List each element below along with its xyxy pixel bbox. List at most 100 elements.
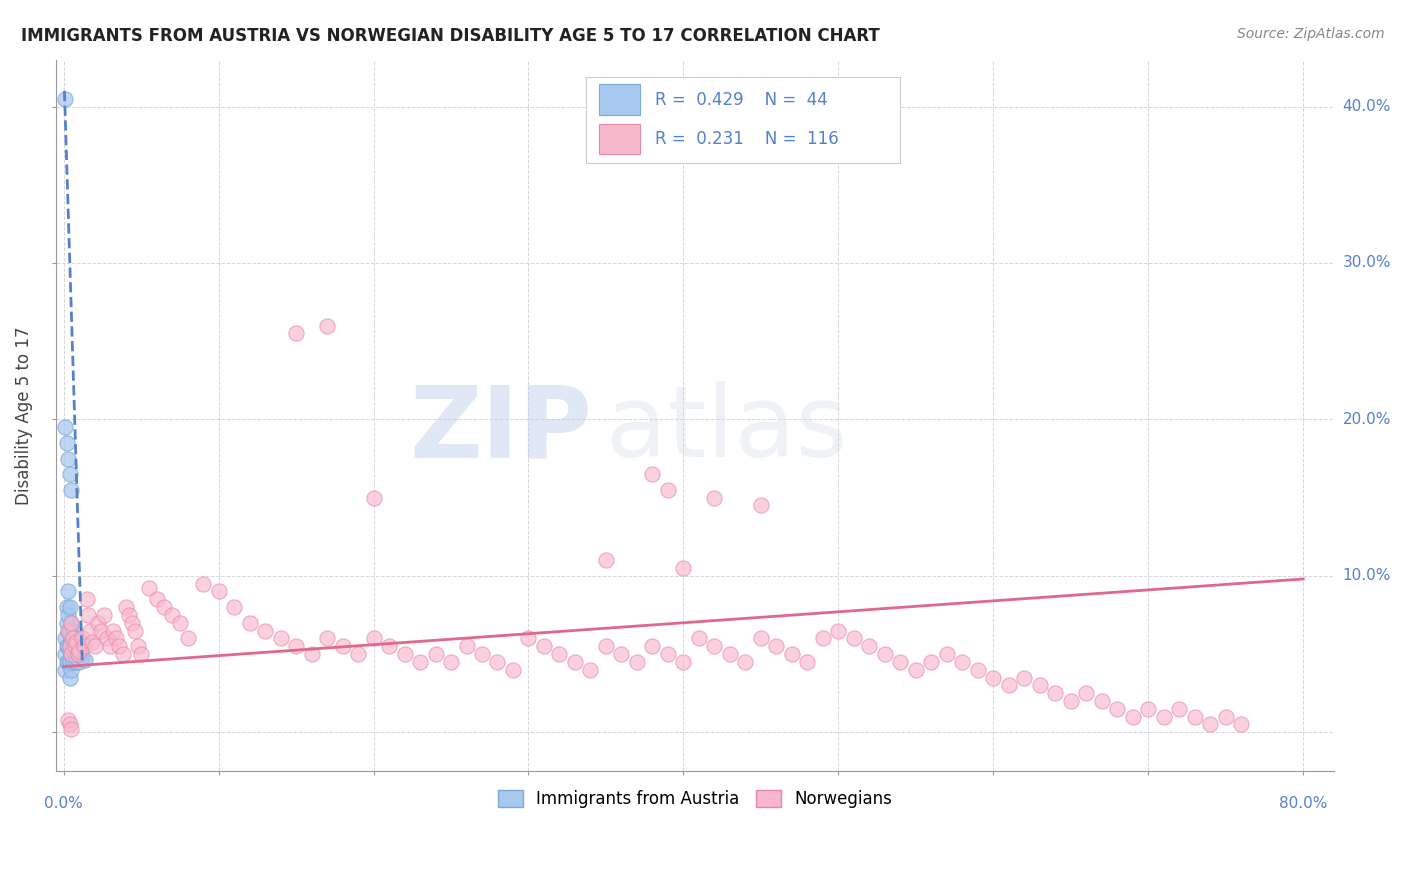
Point bbox=[65, 655, 87, 669]
Text: 10.0%: 10.0% bbox=[1343, 568, 1391, 583]
Point bbox=[59, 639, 82, 653]
Point bbox=[65, 639, 87, 653]
Point bbox=[58, 584, 80, 599]
Point bbox=[59, 671, 82, 685]
Point bbox=[62, 624, 84, 638]
Point bbox=[59, 600, 82, 615]
Point bbox=[285, 326, 308, 341]
Point bbox=[77, 607, 100, 622]
Point bbox=[60, 647, 83, 661]
Point bbox=[796, 655, 818, 669]
Point bbox=[1199, 717, 1222, 731]
Point bbox=[108, 639, 131, 653]
Point bbox=[425, 647, 447, 661]
Point bbox=[59, 467, 82, 482]
Point bbox=[53, 647, 76, 661]
Point bbox=[53, 92, 76, 106]
Point bbox=[657, 483, 679, 497]
Point bbox=[59, 655, 82, 669]
Point bbox=[517, 632, 540, 646]
Point bbox=[176, 632, 198, 646]
Point bbox=[62, 639, 84, 653]
Point bbox=[191, 576, 214, 591]
Text: 30.0%: 30.0% bbox=[1343, 255, 1391, 270]
Point bbox=[1215, 709, 1237, 723]
Point bbox=[58, 624, 80, 638]
Point bbox=[827, 624, 849, 638]
Point bbox=[72, 632, 94, 646]
Point bbox=[65, 634, 87, 648]
Point bbox=[60, 663, 83, 677]
Point bbox=[1168, 702, 1191, 716]
Text: atlas: atlas bbox=[606, 381, 848, 478]
Point bbox=[935, 647, 957, 661]
Point bbox=[73, 639, 96, 653]
Point bbox=[332, 639, 354, 653]
Point bbox=[55, 655, 77, 669]
Point bbox=[548, 647, 571, 661]
Y-axis label: Disability Age 5 to 17: Disability Age 5 to 17 bbox=[15, 326, 32, 505]
Point bbox=[997, 678, 1019, 692]
Text: ZIP: ZIP bbox=[411, 381, 593, 478]
Point bbox=[58, 607, 80, 622]
Point bbox=[207, 584, 229, 599]
Point bbox=[626, 655, 648, 669]
Point bbox=[409, 655, 432, 669]
Point bbox=[124, 624, 146, 638]
Point bbox=[67, 644, 90, 658]
Point bbox=[579, 663, 602, 677]
Point bbox=[285, 639, 308, 653]
Point bbox=[1184, 709, 1206, 723]
Point bbox=[55, 615, 77, 630]
Point bbox=[98, 639, 121, 653]
Point bbox=[58, 451, 80, 466]
Point bbox=[270, 632, 292, 646]
Point bbox=[121, 615, 143, 630]
Point bbox=[811, 632, 834, 646]
Point bbox=[1122, 709, 1144, 723]
Point bbox=[63, 647, 86, 661]
Point bbox=[610, 647, 633, 661]
Point bbox=[394, 647, 416, 661]
Point bbox=[316, 318, 339, 333]
Point bbox=[169, 615, 191, 630]
Text: 80.0%: 80.0% bbox=[1279, 797, 1327, 812]
Text: IMMIGRANTS FROM AUSTRIA VS NORWEGIAN DISABILITY AGE 5 TO 17 CORRELATION CHART: IMMIGRANTS FROM AUSTRIA VS NORWEGIAN DIS… bbox=[21, 27, 880, 45]
Point bbox=[79, 624, 101, 638]
Point bbox=[62, 632, 84, 646]
Point bbox=[59, 639, 82, 653]
Point bbox=[118, 607, 141, 622]
Point bbox=[347, 647, 370, 661]
Point bbox=[60, 483, 83, 497]
Point bbox=[53, 663, 76, 677]
Text: Source: ZipAtlas.com: Source: ZipAtlas.com bbox=[1237, 27, 1385, 41]
Point bbox=[378, 639, 401, 653]
Point bbox=[301, 647, 323, 661]
Point bbox=[749, 632, 772, 646]
Point bbox=[1091, 694, 1114, 708]
Point bbox=[703, 639, 725, 653]
Point bbox=[440, 655, 463, 669]
Point bbox=[688, 632, 710, 646]
Text: 40.0%: 40.0% bbox=[1343, 99, 1391, 114]
Point bbox=[950, 655, 973, 669]
Point bbox=[53, 420, 76, 434]
Point bbox=[75, 653, 97, 667]
Point bbox=[114, 600, 136, 615]
Point bbox=[96, 632, 118, 646]
Point bbox=[316, 632, 339, 646]
Point bbox=[87, 615, 110, 630]
Point bbox=[920, 655, 942, 669]
Point bbox=[873, 647, 896, 661]
Point bbox=[58, 624, 80, 638]
Point bbox=[842, 632, 865, 646]
Point bbox=[672, 655, 695, 669]
Point bbox=[63, 632, 86, 646]
Point bbox=[153, 600, 176, 615]
Point bbox=[486, 655, 509, 669]
Point bbox=[60, 632, 83, 646]
Point bbox=[765, 639, 787, 653]
Point bbox=[67, 655, 90, 669]
Point bbox=[718, 647, 741, 661]
Text: 0.0%: 0.0% bbox=[44, 797, 83, 812]
